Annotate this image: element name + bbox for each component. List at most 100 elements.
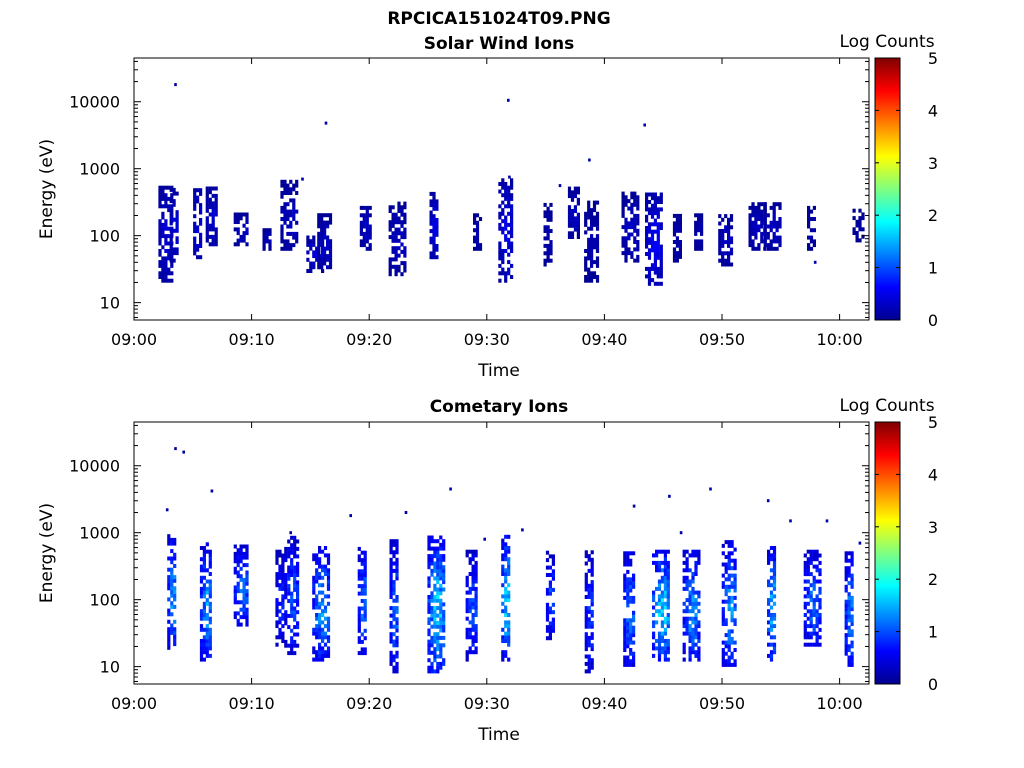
panel-2-cell <box>236 555 240 560</box>
panel-1-outlier <box>507 98 510 102</box>
panel-1-cell <box>283 205 287 210</box>
panel-2-cell <box>818 616 822 621</box>
panel-1-cell <box>633 240 637 244</box>
panel-2-cell <box>281 557 285 562</box>
panel-2-cell <box>663 650 667 655</box>
panel-2-outlier <box>182 450 185 454</box>
panel-1-cell <box>718 258 722 263</box>
panel-1-outlier <box>558 184 562 188</box>
panel-1-cell <box>208 212 212 217</box>
panel-2-cell <box>290 550 294 555</box>
panel-2-cell <box>202 564 206 569</box>
panel-1-cell <box>475 243 480 248</box>
panel-1-cell <box>475 228 480 233</box>
panel-2-cell <box>167 582 171 587</box>
panel-2-cell <box>818 598 822 603</box>
panel-2-cell <box>587 643 591 648</box>
panel-2-cell <box>245 592 249 597</box>
panel-2-cell <box>287 584 291 589</box>
panel-2-cell <box>363 591 367 596</box>
panel-2-cell <box>389 654 393 659</box>
panel-2-cell <box>844 625 848 630</box>
panel-2-cell <box>208 631 212 636</box>
panel-2-cell <box>632 629 636 634</box>
panel-2-cell <box>666 624 670 629</box>
panel-2-cell <box>170 556 174 561</box>
panel-2-cell <box>395 550 399 555</box>
panel-2-cell <box>395 628 399 633</box>
panel-1-ytick-label: 10000 <box>69 93 120 112</box>
panel-1-cell <box>769 205 773 210</box>
panel-2-cell <box>360 651 364 656</box>
panel-1-cell <box>501 193 505 198</box>
panel-2-cell <box>623 648 627 652</box>
panel-2-cell <box>590 602 594 607</box>
panel-1-cell <box>751 213 755 218</box>
panel-1-cell <box>546 217 550 222</box>
panel-2-cell <box>769 598 774 603</box>
panel-2-cell <box>439 617 443 622</box>
panel-2-cell <box>507 583 511 588</box>
panel-2-cell <box>812 601 816 606</box>
panel-2-cell <box>733 562 737 567</box>
panel-2-cell <box>236 570 240 575</box>
panel-2-cell <box>587 669 591 674</box>
panel-2-cell <box>290 546 294 551</box>
panel-2-cell <box>312 650 316 655</box>
panel-2-cell <box>721 599 725 604</box>
panel-2-cell <box>584 550 588 555</box>
panel-1-cell <box>729 247 734 252</box>
panel-1-cell <box>289 243 293 248</box>
panel-1-cell <box>543 210 547 215</box>
panel-2-cell <box>433 546 437 551</box>
panel-1-cell <box>475 220 480 225</box>
panel-2-cell <box>697 549 701 554</box>
panel-2-cell <box>697 657 701 662</box>
panel-2-cell <box>727 577 731 582</box>
panel-1-cell <box>280 183 284 188</box>
panel-2-cell <box>433 650 437 655</box>
panel-1-cell <box>365 209 369 214</box>
panel-2-cell <box>727 595 731 600</box>
panel-2-cell <box>170 586 174 591</box>
panel-1-cell <box>627 251 631 256</box>
panel-2-xtick-label: 09:10 <box>229 694 275 713</box>
panel-1-cell <box>576 220 580 225</box>
panel-2-cell <box>173 537 177 542</box>
panel-2-cell <box>657 609 662 614</box>
panel-2-cell <box>685 586 689 591</box>
panel-2-cell <box>427 598 431 603</box>
panel-1-cell <box>400 231 404 236</box>
panel-2-cell <box>623 662 627 667</box>
panel-1-cell <box>397 253 401 258</box>
panel-2-cell <box>691 635 695 640</box>
panel-2-cell <box>733 547 737 552</box>
panel-1-cell <box>164 260 168 265</box>
panel-2-cell <box>730 573 734 578</box>
panel-1-cell <box>211 186 215 191</box>
panel-2-cell <box>623 644 627 649</box>
panel-1-cell <box>546 251 550 256</box>
panel-2-cell <box>806 557 810 562</box>
panel-1-cell <box>772 202 776 207</box>
panel-1-cell <box>675 258 679 263</box>
figure-title: RPCICA151024T09.PNG <box>387 9 610 29</box>
panel-1-cell <box>205 238 209 243</box>
panel-2-cell <box>691 590 695 595</box>
panel-2-cell <box>433 647 437 652</box>
panel-2-cell <box>844 584 848 589</box>
panel-1-cell <box>573 227 577 232</box>
panel-1-cell <box>315 246 319 251</box>
panel-2-cell <box>465 605 469 610</box>
panel-2-cell <box>281 564 285 569</box>
panel-1-cell <box>721 262 725 267</box>
panel-2-cell <box>357 617 361 622</box>
panel-2-cell <box>806 631 810 636</box>
panel-1-cell <box>778 220 782 225</box>
panel-2-cell <box>632 655 636 660</box>
panel-2-cell <box>682 553 686 558</box>
panel-1-cell <box>624 221 628 226</box>
panel-1-cell <box>432 240 436 245</box>
panel-1-cell <box>245 242 249 247</box>
panel-2-cell <box>363 617 367 622</box>
